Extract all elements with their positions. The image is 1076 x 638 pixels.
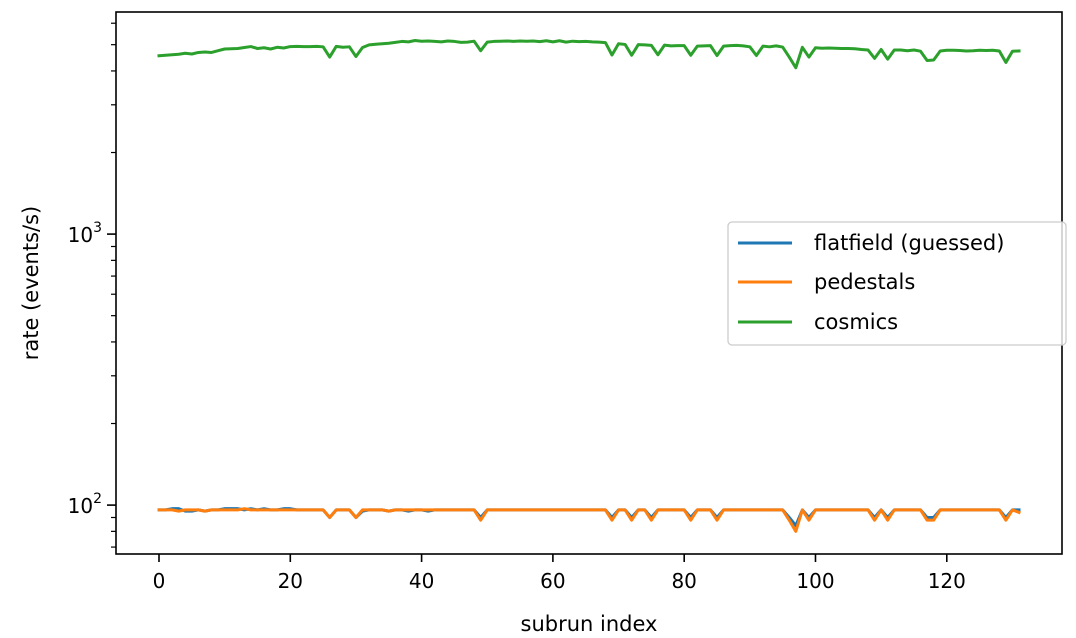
x-axis: 0 20 40 60 80 100 120 [153, 554, 966, 593]
series-line-pedestals [157, 507, 1021, 533]
y-tick-label: 102 [68, 491, 102, 518]
legend: flatfield (guessed) pedestals cosmics [727, 221, 1067, 346]
y-tick-label: 103 [68, 220, 102, 247]
y-axis-title: rate (events/s) [19, 206, 43, 361]
series-layer [157, 39, 1021, 533]
x-tick-label: 100 [796, 569, 834, 593]
y-tick-label-base: 10 [68, 494, 93, 518]
y-tick-label-exponent: 2 [93, 491, 102, 507]
legend-label-flatfield: flatfield (guessed) [814, 231, 1004, 255]
y-tick-label-exponent: 3 [93, 220, 102, 236]
y-tick-label-base: 10 [68, 223, 93, 247]
legend-box [727, 221, 1067, 346]
x-tick-label: 40 [409, 569, 434, 593]
x-tick-label: 60 [540, 569, 565, 593]
x-axis-title: subrun index [521, 612, 658, 636]
x-tick-label: 80 [671, 569, 696, 593]
x-tick-label: 0 [153, 569, 166, 593]
series-line-cosmics [157, 39, 1021, 70]
legend-label-cosmics: cosmics [814, 310, 898, 334]
x-tick-label: 120 [928, 569, 966, 593]
legend-label-pedestals: pedestals [814, 270, 915, 294]
x-tick-label: 20 [278, 569, 303, 593]
